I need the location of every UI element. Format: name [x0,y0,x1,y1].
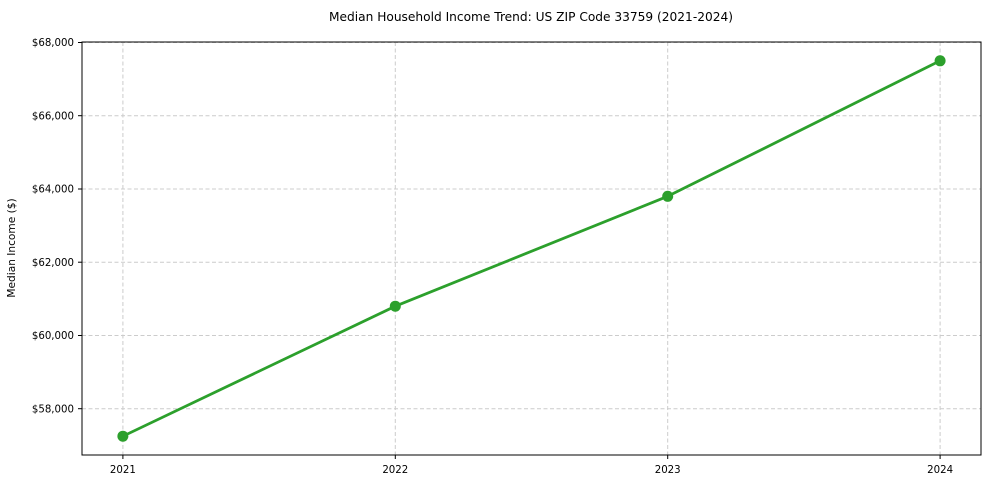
data-point-2022 [389,300,401,312]
y-axis-label: Median Income ($) [6,198,18,297]
x-tick-label: 2023 [655,465,681,476]
y-tick-label: $58,000 [32,404,74,415]
trend-line [121,59,942,438]
x-tick-label: 2022 [382,465,408,476]
grid-layer [82,42,981,455]
y-tick-label: $68,000 [32,38,74,49]
data-point-2023 [662,190,674,202]
series-layer [117,55,946,442]
y-tick-label: $60,000 [32,331,74,342]
data-point-2021 [117,430,129,442]
y-tick-label: $64,000 [32,185,74,196]
y-tick-label: $62,000 [32,258,74,269]
x-tick-label: 2021 [110,465,136,476]
chart-title: Median Household Income Trend: US ZIP Co… [329,10,733,24]
y-tick-label: $66,000 [32,111,74,122]
axes-layer: $58,000 $60,000 $62,000 $64,000 $66,000 $68,0… [32,38,982,476]
data-point-2024 [934,55,946,67]
x-tick-label: 2024 [927,465,953,476]
plot-border [81,41,982,456]
